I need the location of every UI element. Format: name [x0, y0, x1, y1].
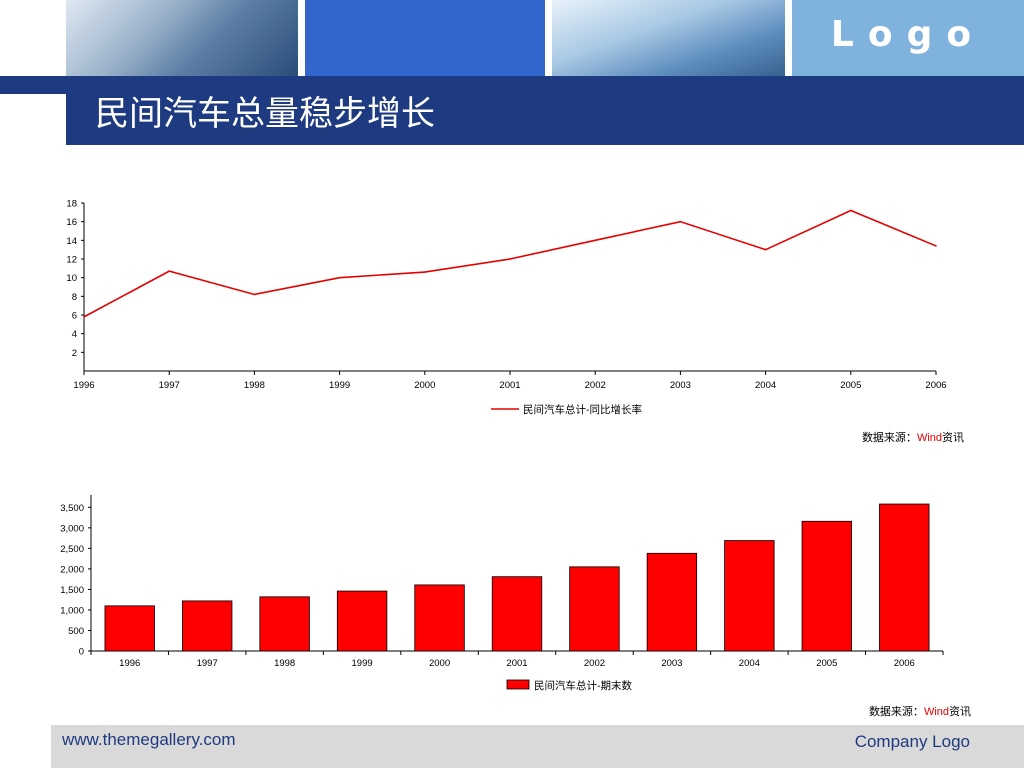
growth-rate-line-chart: 2 4 6 8 10 12 14 16 18 1996 1997 1998 1999 2000 2001 20… — [66, 199, 964, 445]
data-point — [253, 293, 256, 296]
y-tick-label: 14 — [66, 236, 77, 247]
y-tick-label: 3,000 — [60, 523, 84, 534]
x-tick-label: 2002 — [584, 658, 605, 669]
data-point — [338, 276, 341, 279]
bar — [414, 584, 465, 652]
y-tick-label: 12 — [66, 255, 77, 266]
x-tick-label: 2003 — [661, 658, 682, 669]
header-photo-buildings — [552, 0, 785, 76]
data-point — [679, 220, 682, 223]
y-tick-label: 18 — [66, 199, 77, 210]
x-tick-label: 2000 — [429, 658, 450, 669]
x-tick-label: 1997 — [159, 380, 180, 391]
bar — [879, 503, 930, 652]
x-tick-label: 1999 — [352, 658, 373, 669]
title-band — [66, 76, 1024, 145]
y-tick-label: 2 — [72, 348, 77, 359]
y-tick-label: 1,000 — [60, 605, 84, 616]
x-tick-label: 1998 — [274, 658, 295, 669]
x-tick-label: 2000 — [414, 380, 435, 391]
source-name: Wind — [917, 432, 942, 444]
data-point — [594, 239, 596, 242]
total-vehicles-bar-chart: 0 500 1,000 1,500 2,000 2,500 3,000 3,500 民间汽车总计… — [60, 495, 971, 718]
data-point — [850, 209, 852, 212]
legend-label: 民间汽车总计-同比增长率 — [523, 403, 642, 416]
y-tick-label: 16 — [66, 217, 77, 228]
x-tick-label: 1996 — [73, 380, 94, 391]
source-suffix: 资讯 — [942, 431, 964, 444]
bar — [181, 600, 233, 652]
y-tick-label: 8 — [72, 292, 77, 303]
data-point — [509, 258, 511, 260]
footer-bar — [51, 725, 1024, 768]
source-suffix: 资讯 — [949, 705, 971, 718]
source-note: 数据来源：Wind资讯 — [862, 430, 964, 444]
y-tick-label: 1,500 — [60, 585, 84, 596]
logo: Logo — [830, 14, 986, 55]
bar — [104, 605, 155, 652]
bar — [336, 590, 388, 652]
bar — [569, 566, 620, 652]
y-tick-label: 2,500 — [60, 544, 84, 555]
data-point — [83, 316, 85, 318]
header-logo-block — [792, 0, 1024, 76]
x-tick-label: 2006 — [925, 380, 946, 391]
x-tick-label: 2002 — [585, 380, 606, 391]
x-tick-label: 1998 — [244, 380, 265, 391]
footer-company: Company Logo — [854, 732, 970, 751]
source-prefix: 数据来源： — [869, 704, 924, 718]
x-tick-label: 2006 — [894, 658, 915, 669]
bar — [724, 540, 775, 652]
x-tick-label: 2003 — [670, 380, 691, 391]
legend-label: 民间汽车总计-期末数 — [534, 679, 632, 692]
legend-swatch — [506, 679, 530, 690]
data-point — [424, 271, 426, 273]
y-tick-label: 0 — [79, 647, 84, 658]
data-point — [935, 245, 937, 247]
data-point — [764, 248, 767, 251]
source-note: 数据来源：Wind资讯 — [869, 704, 971, 718]
y-tick-label: 6 — [72, 311, 77, 322]
x-tick-label: 1996 — [119, 658, 140, 669]
x-tick-label: 2004 — [739, 658, 760, 669]
y-tick-label: 2,000 — [60, 564, 84, 575]
x-tick-label: 2005 — [816, 658, 837, 669]
series-line — [83, 209, 937, 318]
bar — [491, 576, 543, 652]
source-prefix: 数据来源： — [862, 430, 917, 444]
header-color-block — [305, 0, 545, 76]
x-tick-label: 2001 — [506, 658, 527, 669]
header-photo-hands — [66, 0, 298, 76]
y-tick-label: 3,500 — [60, 503, 84, 514]
bar — [259, 596, 310, 652]
y-tick-label: 10 — [66, 273, 77, 284]
source-name: Wind — [924, 706, 949, 718]
y-tick-label: 500 — [68, 626, 84, 637]
x-tick-label: 1999 — [329, 380, 350, 391]
footer-url[interactable]: www.themegallery.com — [62, 730, 236, 749]
page-title: 民间汽车总量稳步增长 — [95, 94, 435, 134]
y-tick-label: 4 — [72, 329, 77, 340]
bar — [646, 552, 698, 652]
data-point — [168, 270, 170, 272]
bar — [801, 520, 853, 652]
title-band-left — [0, 76, 66, 94]
x-tick-label: 2005 — [840, 380, 861, 391]
x-tick-label: 2001 — [499, 380, 520, 391]
x-tick-label: 1997 — [197, 658, 218, 669]
x-tick-label: 2004 — [755, 380, 776, 391]
